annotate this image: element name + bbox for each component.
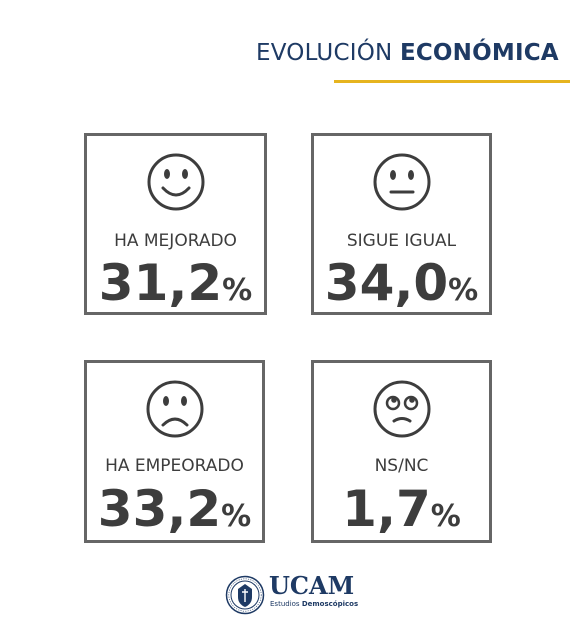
card-value-number: 34,0 <box>324 254 449 312</box>
rolling-eyes-face-icon <box>373 380 430 438</box>
title-regular: EVOLUCIÓN <box>256 40 393 66</box>
title-bold: ECONÓMICA <box>399 40 559 66</box>
card-value: 34,0% <box>314 258 489 308</box>
title-underline <box>334 80 570 83</box>
page-title: EVOLUCIÓN ECONÓMICA <box>256 40 559 66</box>
footer-subtitle-regular: Estudios <box>270 600 300 608</box>
result-card-ha-mejorado: HA MEJORADO 31,2% <box>84 133 267 315</box>
card-value-unit: % <box>448 273 479 308</box>
result-card-sigue-igual: SIGUE IGUAL 34,0% <box>311 133 492 315</box>
card-label: HA MEJORADO <box>114 231 237 251</box>
card-value-number: 31,2 <box>98 254 223 312</box>
result-card-ns-nc: NS/NC 1,7% <box>311 360 492 543</box>
footer-subtitle: Estudios Demoscópicos <box>270 600 358 608</box>
card-value-unit: % <box>222 273 253 308</box>
card-value-unit: % <box>430 499 461 534</box>
card-label: NS/NC <box>374 456 429 476</box>
card-value: 33,2% <box>87 484 262 534</box>
card-value-unit: % <box>221 499 252 534</box>
footer-subtitle-bold: Demoscópicos <box>301 600 359 608</box>
university-seal-icon <box>225 575 265 615</box>
card-label: HA EMPEORADO <box>105 456 244 476</box>
happy-face-icon <box>147 153 204 211</box>
sad-face-icon <box>146 380 203 438</box>
neutral-face-icon <box>373 153 430 211</box>
result-card-ha-empeorado: HA EMPEORADO 33,2% <box>84 360 265 543</box>
card-value: 1,7% <box>314 484 489 534</box>
card-label: SIGUE IGUAL <box>346 231 457 251</box>
card-value-number: 33,2 <box>97 480 222 538</box>
card-value: 31,2% <box>87 258 264 308</box>
card-value-number: 1,7 <box>342 480 431 538</box>
footer-brand: UCAM <box>269 571 355 600</box>
